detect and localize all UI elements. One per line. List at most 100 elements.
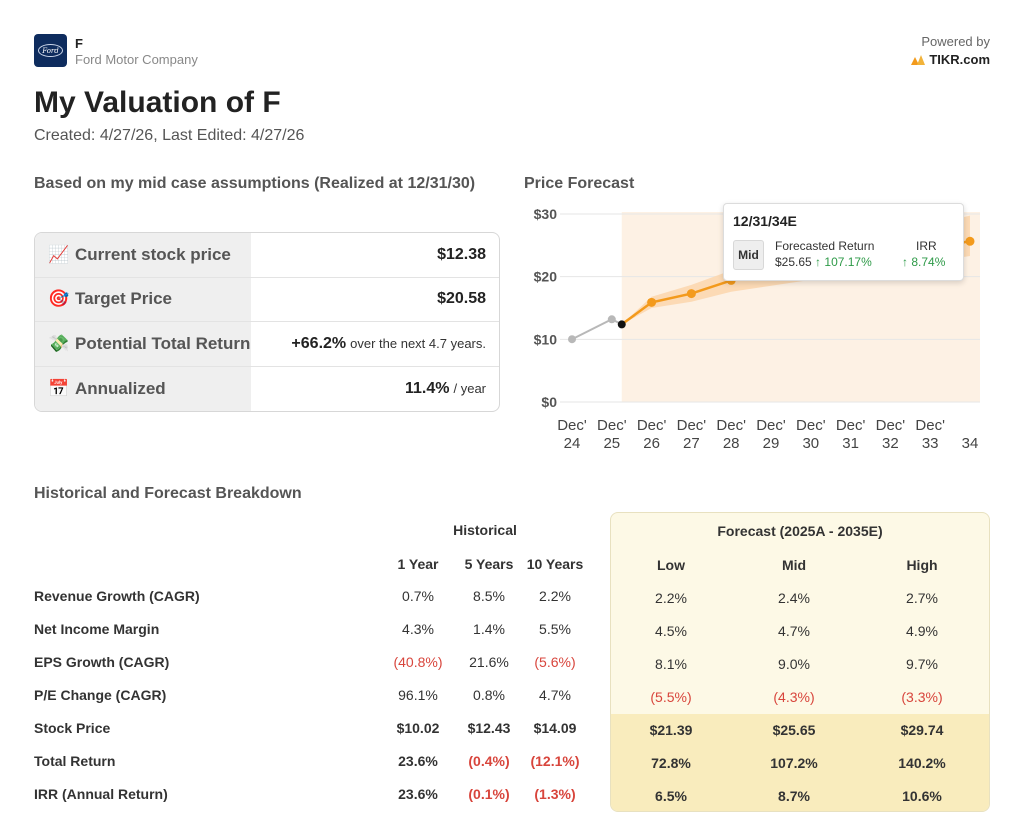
forecast-cell: 9.7% bbox=[906, 656, 938, 672]
historical-cell: $10.02 bbox=[396, 720, 440, 736]
x-tick-label: 34 bbox=[962, 435, 979, 452]
summary-label: Target Price bbox=[75, 289, 173, 309]
x-tick-label: Dec' bbox=[716, 417, 746, 434]
forecast-cell: 4.5% bbox=[655, 623, 687, 639]
historical-cell: 1.4% bbox=[473, 621, 505, 637]
historical-point bbox=[607, 315, 616, 324]
summary-heading: Based on my mid case assumptions (Realiz… bbox=[34, 175, 476, 192]
summary-row-total-return: 💸 Potential Total Return +66.2% over the… bbox=[35, 322, 499, 367]
summary-suffix: / year bbox=[453, 381, 486, 397]
forecast-cell: $29.74 bbox=[900, 722, 944, 738]
x-tick-label: Dec' bbox=[677, 417, 707, 434]
price-forecast-heading: Price Forecast bbox=[524, 175, 635, 192]
forecast-cell: 2.7% bbox=[906, 590, 938, 606]
tooltip-date: 12/31/34E bbox=[733, 213, 797, 229]
historical-cell: $12.43 bbox=[467, 720, 511, 736]
historical-cell: 23.6% bbox=[398, 753, 438, 769]
historical-cell: 4.7% bbox=[539, 687, 571, 703]
tooltip-irr-label: IRR bbox=[916, 239, 937, 253]
table-row-label: Revenue Growth (CAGR) bbox=[34, 588, 200, 604]
mid-forecast-point bbox=[686, 289, 696, 299]
tooltip-irr-pct: 8.74% bbox=[911, 255, 946, 269]
historical-cell: 23.6% bbox=[398, 786, 438, 802]
historical-cell: (0.1%) bbox=[468, 786, 510, 802]
historical-cell: (40.8%) bbox=[393, 654, 443, 670]
x-tick-label: Dec' bbox=[756, 417, 786, 434]
historical-cell: 5.5% bbox=[539, 621, 571, 637]
page-title: My Valuation of F bbox=[34, 86, 281, 119]
x-tick-label: Dec' bbox=[557, 417, 587, 434]
x-tick-label: 32 bbox=[882, 435, 899, 452]
x-tick-label: Dec' bbox=[637, 417, 667, 434]
forecast-cell: 8.7% bbox=[778, 788, 810, 804]
x-tick-label: 29 bbox=[763, 435, 780, 452]
target-icon: 🎯 bbox=[48, 289, 70, 309]
powered-by-label: Powered by bbox=[921, 34, 990, 49]
breakdown-heading: Historical and Forecast Breakdown bbox=[34, 485, 302, 502]
x-tick-label: Dec' bbox=[597, 417, 627, 434]
forecast-highlight-band bbox=[611, 714, 989, 811]
forecast-cell: 140.2% bbox=[898, 755, 946, 771]
tooltip-irr-value: ↑ 8.74% bbox=[902, 255, 945, 269]
page-subtitle: Created: 4/27/26, Last Edited: 4/27/26 bbox=[34, 127, 305, 144]
chart-tooltip: 12/31/34E Mid Forecasted Return $25.65 ↑… bbox=[723, 203, 964, 281]
historical-cell: (0.4%) bbox=[468, 753, 510, 769]
y-tick-label: $10 bbox=[534, 331, 558, 347]
x-tick-label: 28 bbox=[723, 435, 740, 452]
summary-card: 📈 Current stock price $12.38 🎯 Target Pr… bbox=[34, 232, 500, 412]
summary-value: 11.4% bbox=[405, 379, 450, 397]
x-tick-label: 26 bbox=[643, 435, 660, 452]
forecast-cell: (3.3%) bbox=[901, 689, 943, 705]
forecast-cell: 4.7% bbox=[778, 623, 810, 639]
up-arrow-icon: ↑ bbox=[902, 255, 908, 269]
tikr-brand-text: TIKR.com bbox=[929, 52, 990, 67]
historical-point bbox=[568, 335, 576, 344]
forecast-cell: 4.9% bbox=[906, 623, 938, 639]
historical-heading: Historical bbox=[453, 522, 517, 538]
tikr-logo-icon bbox=[911, 54, 926, 65]
historical-cell: $14.09 bbox=[533, 720, 577, 736]
ford-logo-oval: Ford bbox=[38, 44, 63, 57]
table-row-label: IRR (Annual Return) bbox=[34, 786, 168, 802]
historical-cell: 4.3% bbox=[402, 621, 434, 637]
historical-cell: 0.8% bbox=[473, 687, 505, 703]
x-tick-label: 30 bbox=[802, 435, 819, 452]
y-tick-label: $30 bbox=[534, 206, 558, 222]
forecast-column-header: High bbox=[906, 557, 938, 573]
forecast-cell: $25.65 bbox=[772, 722, 816, 738]
forecast-cell: 107.2% bbox=[770, 755, 818, 771]
x-tick-label: 31 bbox=[842, 435, 859, 452]
y-tick-label: $0 bbox=[541, 394, 557, 410]
summary-value: +66.2% bbox=[291, 334, 347, 352]
report-header: Ford F Ford Motor Company Powered by TIK… bbox=[34, 34, 990, 74]
tikr-brand[interactable]: TIKR.com bbox=[911, 52, 990, 67]
x-tick-label: 25 bbox=[603, 435, 620, 452]
y-tick-label: $20 bbox=[534, 269, 558, 285]
ticker-symbol: F bbox=[75, 36, 83, 51]
forecast-cell: 2.2% bbox=[655, 590, 687, 606]
table-row-label: Stock Price bbox=[34, 720, 111, 736]
historical-cell: 0.7% bbox=[402, 588, 434, 604]
mid-forecast-point bbox=[965, 236, 975, 246]
table-row-label: P/E Change (CAGR) bbox=[34, 687, 167, 703]
forecast-heading: Forecast (2025A - 2035E) bbox=[717, 523, 883, 539]
x-tick-label: Dec' bbox=[876, 417, 906, 434]
forecast-column-header: Mid bbox=[781, 557, 807, 573]
forecast-cell: 10.6% bbox=[902, 788, 942, 804]
forecast-cell: 2.4% bbox=[778, 590, 810, 606]
table-row-label: Total Return bbox=[34, 753, 116, 769]
summary-row-annualized: 📅 Annualized 11.4% / year bbox=[35, 366, 499, 411]
tooltip-forecast-label: Forecasted Return bbox=[775, 239, 875, 253]
historical-cell: 8.5% bbox=[473, 588, 505, 604]
money-wings-icon: 💸 bbox=[48, 333, 70, 353]
forecast-cell: 72.8% bbox=[651, 755, 691, 771]
calendar-icon: 📅 bbox=[48, 378, 70, 398]
mid-forecast-point bbox=[647, 297, 657, 307]
summary-row-current-price: 📈 Current stock price $12.38 bbox=[35, 233, 499, 278]
tooltip-forecast-value: $25.65 ↑ 107.17% bbox=[775, 255, 872, 269]
historical-cell: 96.1% bbox=[398, 687, 438, 703]
x-tick-label: Dec' bbox=[915, 417, 945, 434]
company-name: Ford Motor Company bbox=[75, 52, 198, 67]
historical-column-header: 10 Years bbox=[526, 556, 584, 572]
historical-cell: (1.3%) bbox=[534, 786, 576, 802]
